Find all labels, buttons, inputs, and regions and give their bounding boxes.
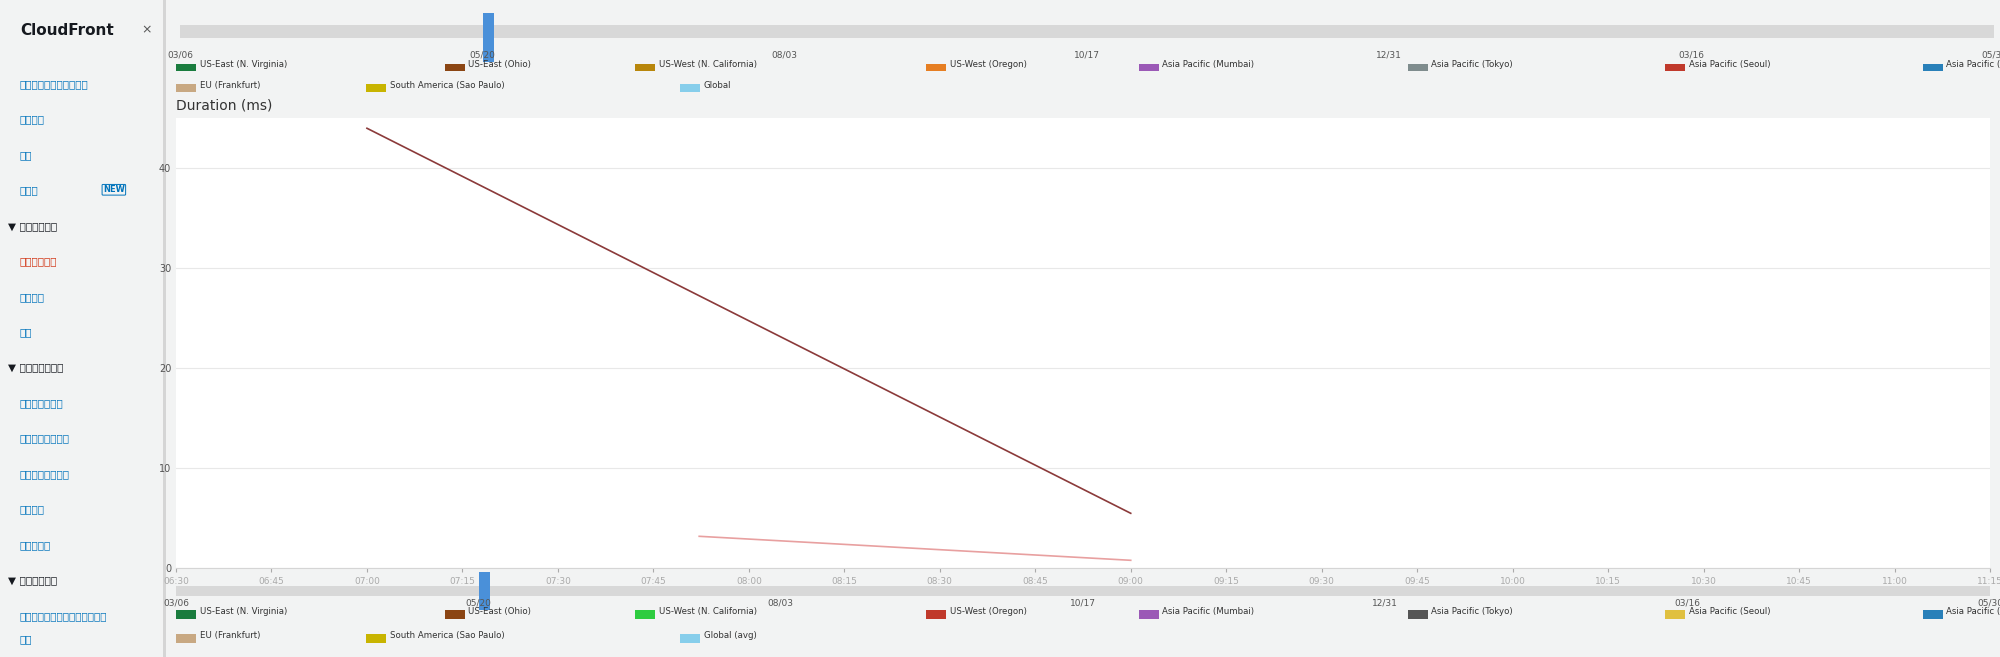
Text: NEW: NEW [102, 185, 124, 194]
Text: 03/16: 03/16 [1674, 599, 1700, 608]
Text: Asia Pacific (Mumbai): Asia Pacific (Mumbai) [1162, 607, 1254, 616]
Text: キャッシュ統計: キャッシュ統計 [20, 398, 64, 408]
Text: Global (avg): Global (avg) [704, 631, 756, 640]
Text: ポリシー: ポリシー [20, 114, 44, 124]
Text: US-West (Oregon): US-West (Oregon) [950, 607, 1026, 616]
Text: ×: × [140, 23, 152, 36]
Bar [1138, 610, 1158, 620]
Text: ▼ テレメトリー: ▼ テレメトリー [8, 221, 58, 231]
Text: CloudFront: CloudFront [20, 23, 114, 38]
Text: US-West (Oregon): US-West (Oregon) [950, 60, 1026, 69]
Text: 新機能: 新機能 [20, 185, 38, 195]
Text: 05/30: 05/30 [1980, 51, 2000, 60]
Bar [366, 635, 386, 643]
Text: 03/16: 03/16 [1678, 51, 1704, 60]
Bar [176, 84, 196, 92]
Text: 10/17: 10/17 [1074, 51, 1100, 60]
Bar [1408, 64, 1428, 72]
Text: US-East (Ohio): US-East (Ohio) [468, 607, 532, 616]
Text: 03/06: 03/06 [164, 599, 190, 608]
Text: Asia Pacific (Tokyo): Asia Pacific (Tokyo) [1432, 607, 1512, 616]
Bar [176, 64, 196, 72]
Text: EU (Frankfurt): EU (Frankfurt) [200, 81, 260, 89]
Bar [176, 585, 1990, 597]
Bar [634, 64, 654, 72]
Bar [162, 0, 166, 657]
Text: 05/20: 05/20 [470, 51, 496, 60]
Text: South America (Sao Paulo): South America (Sao Paulo) [390, 631, 504, 640]
Text: 10/17: 10/17 [1070, 599, 1096, 608]
Text: ▼ レポートと分析: ▼ レポートと分析 [8, 363, 64, 373]
Bar [1922, 610, 1942, 620]
Text: 使用状況: 使用状況 [20, 505, 44, 514]
Bar [1666, 610, 1686, 620]
Text: アラーム: アラーム [20, 292, 44, 302]
Text: ビューワー: ビューワー [20, 540, 52, 550]
Text: Asia Pacific (Singapore): Asia Pacific (Singapore) [1946, 607, 2000, 616]
Bar [176, 635, 196, 643]
Text: US-West (N. California): US-West (N. California) [658, 607, 756, 616]
Text: Asia Pacific (Tokyo): Asia Pacific (Tokyo) [1432, 60, 1512, 69]
Bar [1138, 64, 1158, 72]
Bar [444, 64, 464, 72]
Text: Asia Pacific (Singapore): Asia Pacific (Singapore) [1946, 60, 2000, 69]
Text: US-East (N. Virginia): US-East (N. Virginia) [200, 60, 286, 69]
Text: Asia Pacific (Seoul): Asia Pacific (Seoul) [1688, 60, 1770, 69]
Bar [482, 13, 494, 62]
Text: US-West (N. California): US-West (N. California) [658, 60, 756, 69]
Text: モニタリング: モニタリング [20, 256, 58, 266]
Text: Duration (ms): Duration (ms) [176, 99, 272, 113]
Text: 12/31: 12/31 [1372, 599, 1398, 608]
Bar [926, 610, 946, 620]
Bar [1666, 64, 1686, 72]
Text: 08/03: 08/03 [768, 599, 794, 608]
Text: ティ: ティ [20, 634, 32, 644]
Text: 関数: 関数 [20, 150, 32, 160]
Bar [176, 610, 196, 620]
Bar [478, 572, 490, 610]
Text: US-East (N. Virginia): US-East (N. Virginia) [200, 607, 286, 616]
Text: EU (Frankfurt): EU (Frankfurt) [200, 631, 260, 640]
Bar [444, 610, 464, 620]
Bar [680, 635, 700, 643]
Bar [366, 84, 386, 92]
Text: South America (Sao Paulo): South America (Sao Paulo) [390, 81, 504, 89]
Text: 05/30: 05/30 [1976, 599, 2000, 608]
Text: US-East (Ohio): US-East (Ohio) [468, 60, 532, 69]
Bar [180, 26, 1994, 37]
Text: オリジンアクセスアイデンティ: オリジンアクセスアイデンティ [20, 611, 108, 621]
Text: トップリファラー: トップリファラー [20, 469, 70, 479]
Text: 08/03: 08/03 [772, 51, 798, 60]
Text: ディストリビューション: ディストリビューション [20, 79, 88, 89]
Text: 12/31: 12/31 [1376, 51, 1402, 60]
Bar [1408, 610, 1428, 620]
Bar [1922, 64, 1942, 72]
Text: Asia Pacific (Mumbai): Asia Pacific (Mumbai) [1162, 60, 1254, 69]
Text: 05/20: 05/20 [466, 599, 492, 608]
Text: 人気オブジェクト: 人気オブジェクト [20, 434, 70, 443]
Text: ログ: ログ [20, 327, 32, 337]
Text: Global: Global [704, 81, 732, 89]
Bar [926, 64, 946, 72]
Text: Asia Pacific (Seoul): Asia Pacific (Seoul) [1688, 607, 1770, 616]
Bar [634, 610, 654, 620]
Text: 03/06: 03/06 [168, 51, 194, 60]
Text: ▼ セキュリティ: ▼ セキュリティ [8, 576, 58, 585]
Bar [680, 84, 700, 92]
